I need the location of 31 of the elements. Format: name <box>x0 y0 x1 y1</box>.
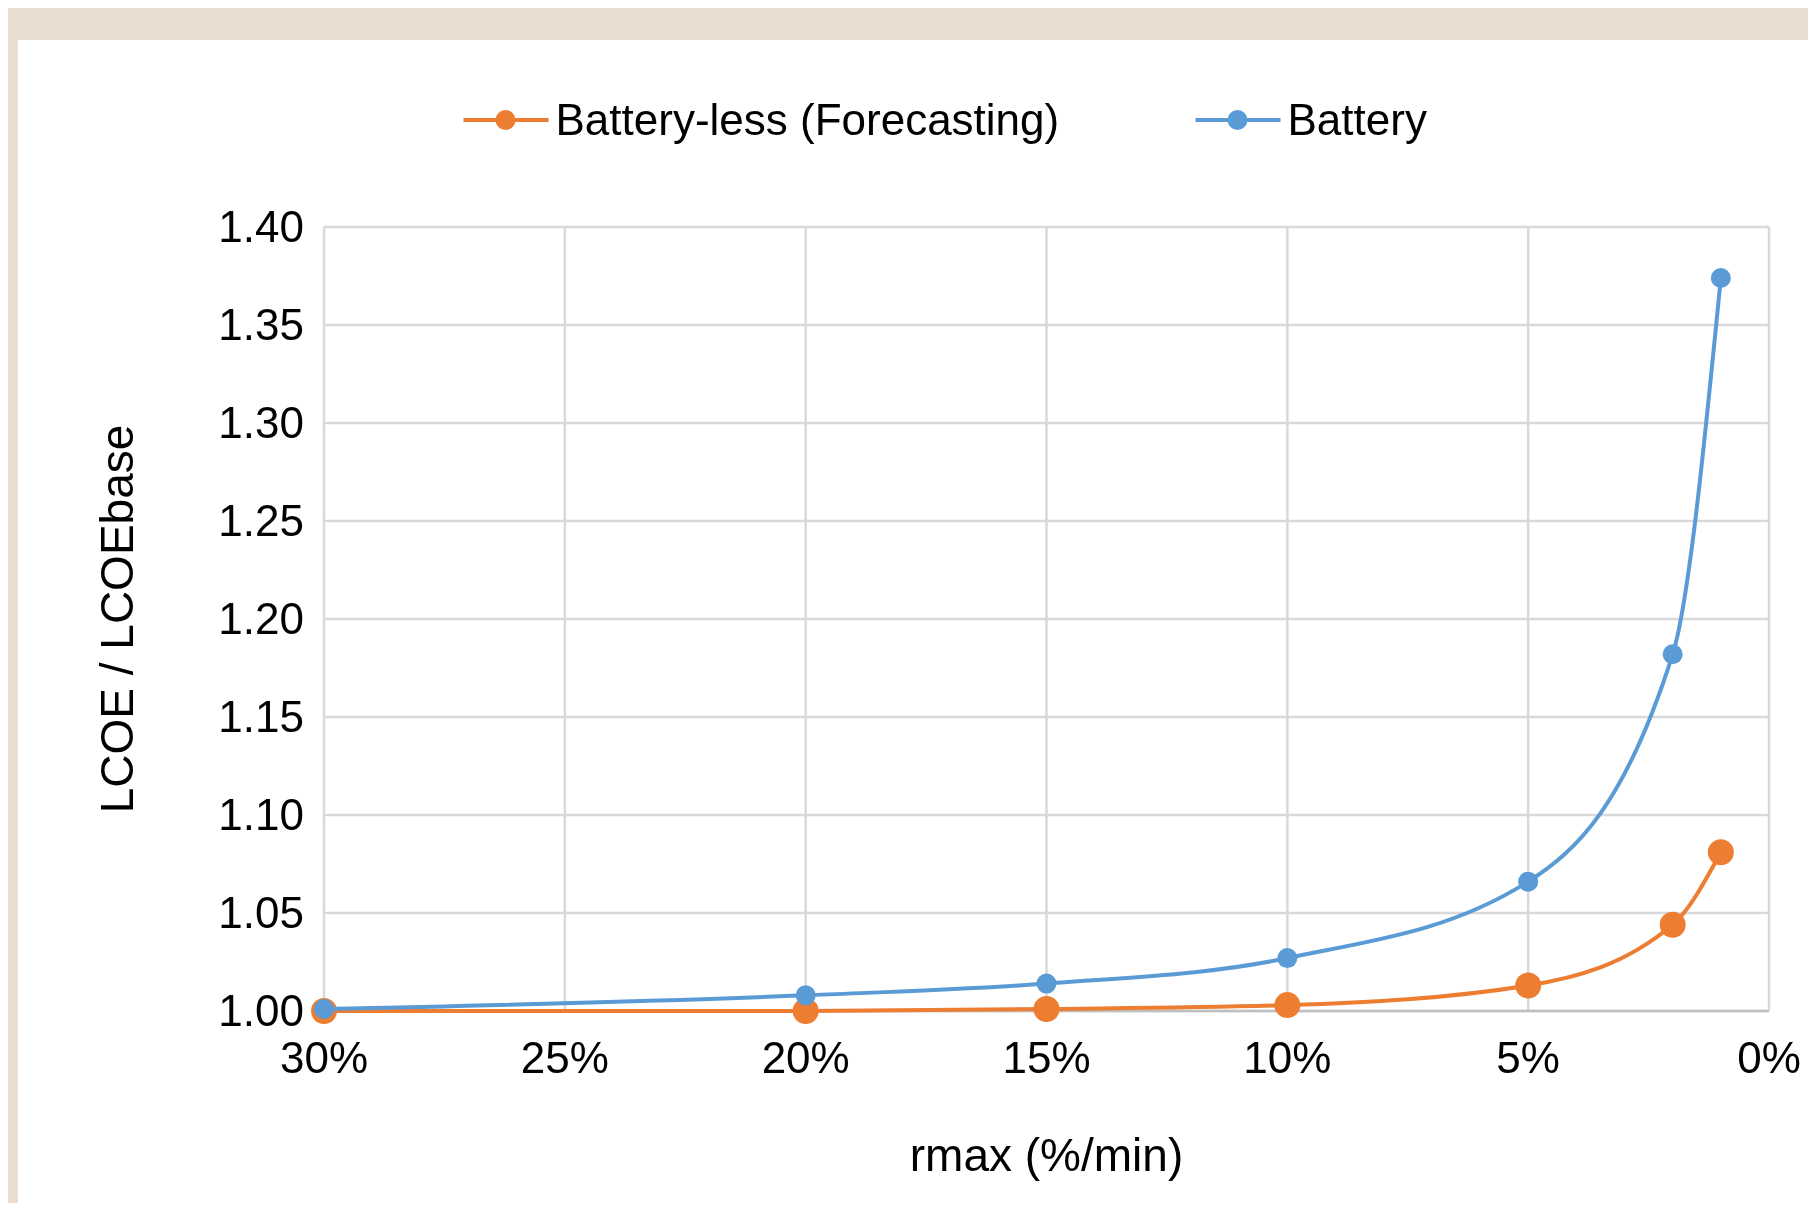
x-axis-title: rmax (%/min) <box>909 1129 1184 1181</box>
y-tick-label: 1.05 <box>218 888 304 938</box>
point <box>1659 911 1686 938</box>
x-tick-label: 15% <box>1002 1033 1091 1082</box>
point <box>1274 992 1301 1019</box>
y-tick-label: 1.35 <box>218 300 304 350</box>
point <box>1518 871 1539 892</box>
point <box>1033 996 1060 1023</box>
y-tick-label: 1.40 <box>218 202 304 252</box>
x-tick-label: 10% <box>1243 1033 1332 1082</box>
y-tick-label: 1.30 <box>218 398 304 448</box>
point <box>1710 267 1731 288</box>
x-tick-label: 30% <box>279 1033 369 1082</box>
x-tick-label: 25% <box>520 1033 609 1082</box>
point <box>1036 973 1057 994</box>
point <box>1662 644 1683 665</box>
point <box>795 985 816 1006</box>
point <box>1515 972 1542 999</box>
x-tick-label: 20% <box>761 1033 850 1082</box>
y-tick-label: 1.25 <box>218 496 304 546</box>
y-tick-label: 1.00 <box>218 986 304 1036</box>
y-axis-title: LCOE / LCOEbase <box>91 424 143 814</box>
y-tick-label: 1.20 <box>218 594 304 644</box>
x-tick-label: 0% <box>1737 1033 1801 1082</box>
legend-label: Battery-less (Forecasting) <box>555 95 1060 144</box>
x-tick-label: 5% <box>1496 1033 1560 1082</box>
y-tick-label: 1.10 <box>218 790 304 840</box>
point <box>1707 839 1734 866</box>
y-tick-label: 1.15 <box>218 692 304 742</box>
legend-label: Battery <box>1287 95 1427 144</box>
point <box>1277 948 1298 969</box>
